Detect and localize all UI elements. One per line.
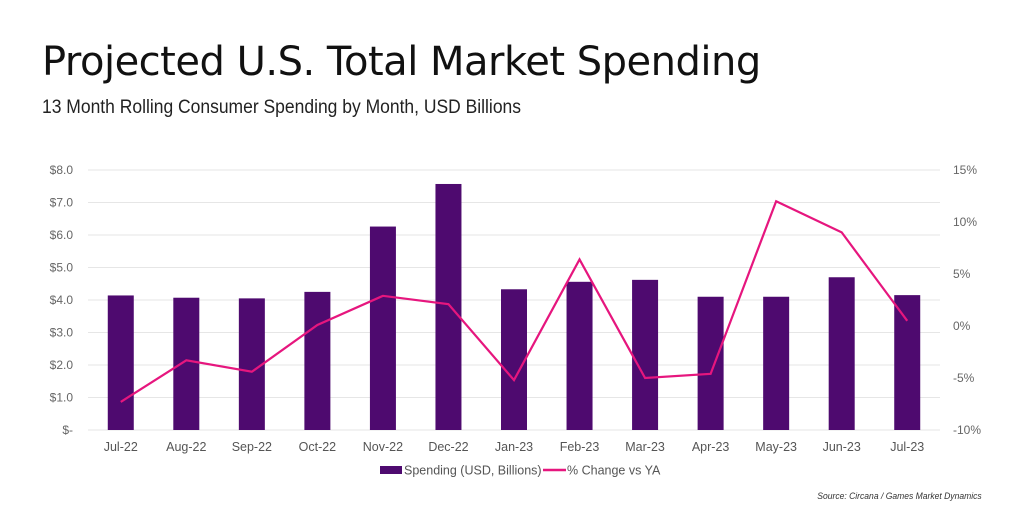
bar-jan-23 bbox=[501, 289, 527, 430]
legend-label-pct-change: % Change vs YA bbox=[567, 464, 661, 478]
x-tick-label: Jun-23 bbox=[823, 440, 861, 454]
x-tick-label: Dec-22 bbox=[428, 440, 468, 454]
legend-swatch-spending bbox=[380, 466, 402, 474]
x-tick-label: Nov-22 bbox=[363, 440, 403, 454]
x-tick-label: Jan-23 bbox=[495, 440, 533, 454]
bar-aug-22 bbox=[173, 297, 200, 430]
right-tick-label: 5% bbox=[953, 267, 971, 281]
x-tick-label: Jul-22 bbox=[104, 440, 138, 454]
source-note: Source: Circana / Games Market Dynamics bbox=[817, 491, 982, 502]
legend: Spending (USD, Billions) % Change vs YA bbox=[380, 464, 661, 478]
x-tick-label: Sep-22 bbox=[232, 440, 272, 454]
legend-label-spending: Spending (USD, Billions) bbox=[404, 464, 542, 478]
left-tick-label: $7.0 bbox=[50, 196, 74, 210]
x-tick-label: Mar-23 bbox=[625, 440, 665, 454]
bar-jul-22 bbox=[107, 295, 134, 430]
right-tick-label: 10% bbox=[953, 215, 977, 229]
x-tick-label: Feb-23 bbox=[560, 440, 600, 454]
bar-mar-23 bbox=[632, 279, 659, 430]
x-tick-label: Jul-23 bbox=[890, 440, 924, 454]
bar-jun-23 bbox=[828, 277, 855, 430]
bar-oct-22 bbox=[304, 291, 331, 430]
bar-feb-23 bbox=[566, 281, 593, 430]
chart-title: Projected U.S. Total Market Spending bbox=[42, 39, 761, 85]
left-tick-label: $2.0 bbox=[50, 358, 74, 372]
bar-jul-23 bbox=[894, 295, 921, 430]
bar-nov-22 bbox=[369, 226, 396, 430]
x-tick-label: May-23 bbox=[755, 440, 797, 454]
left-tick-label: $6.0 bbox=[50, 228, 74, 242]
left-axis: $- $1.0 $2.0 $3.0 $4.0 $5.0 $6.0 $7.0 $8.0 bbox=[50, 163, 74, 437]
chart-subtitle: 13 Month Rolling Consumer Spending by Mo… bbox=[42, 97, 522, 118]
right-tick-label: 15% bbox=[953, 163, 977, 177]
bar-may-23 bbox=[763, 296, 790, 430]
right-tick-label: 0% bbox=[953, 319, 971, 333]
bar-dec-22 bbox=[435, 183, 462, 430]
spending-bars bbox=[107, 183, 921, 430]
left-tick-label: $- bbox=[62, 423, 73, 437]
bar-apr-23 bbox=[697, 296, 724, 430]
right-tick-label: -10% bbox=[953, 423, 981, 437]
left-tick-label: $4.0 bbox=[50, 293, 74, 307]
right-axis: -10% -5% 0% 5% 10% 15% bbox=[953, 163, 981, 437]
x-tick-label: Apr-23 bbox=[692, 440, 730, 454]
bar-sep-22 bbox=[238, 298, 265, 430]
left-tick-label: $8.0 bbox=[50, 163, 74, 177]
x-axis: Jul-22 Aug-22 Sep-22 Oct-22 Nov-22 Dec-22 Jan-… bbox=[104, 440, 925, 454]
x-tick-label: Oct-22 bbox=[299, 440, 337, 454]
left-tick-label: $3.0 bbox=[50, 326, 74, 340]
x-tick-label: Aug-22 bbox=[166, 440, 206, 454]
left-tick-label: $1.0 bbox=[50, 391, 74, 405]
left-tick-label: $5.0 bbox=[50, 261, 74, 275]
pct-change-line bbox=[120, 199, 909, 403]
right-tick-label: -5% bbox=[953, 371, 975, 385]
